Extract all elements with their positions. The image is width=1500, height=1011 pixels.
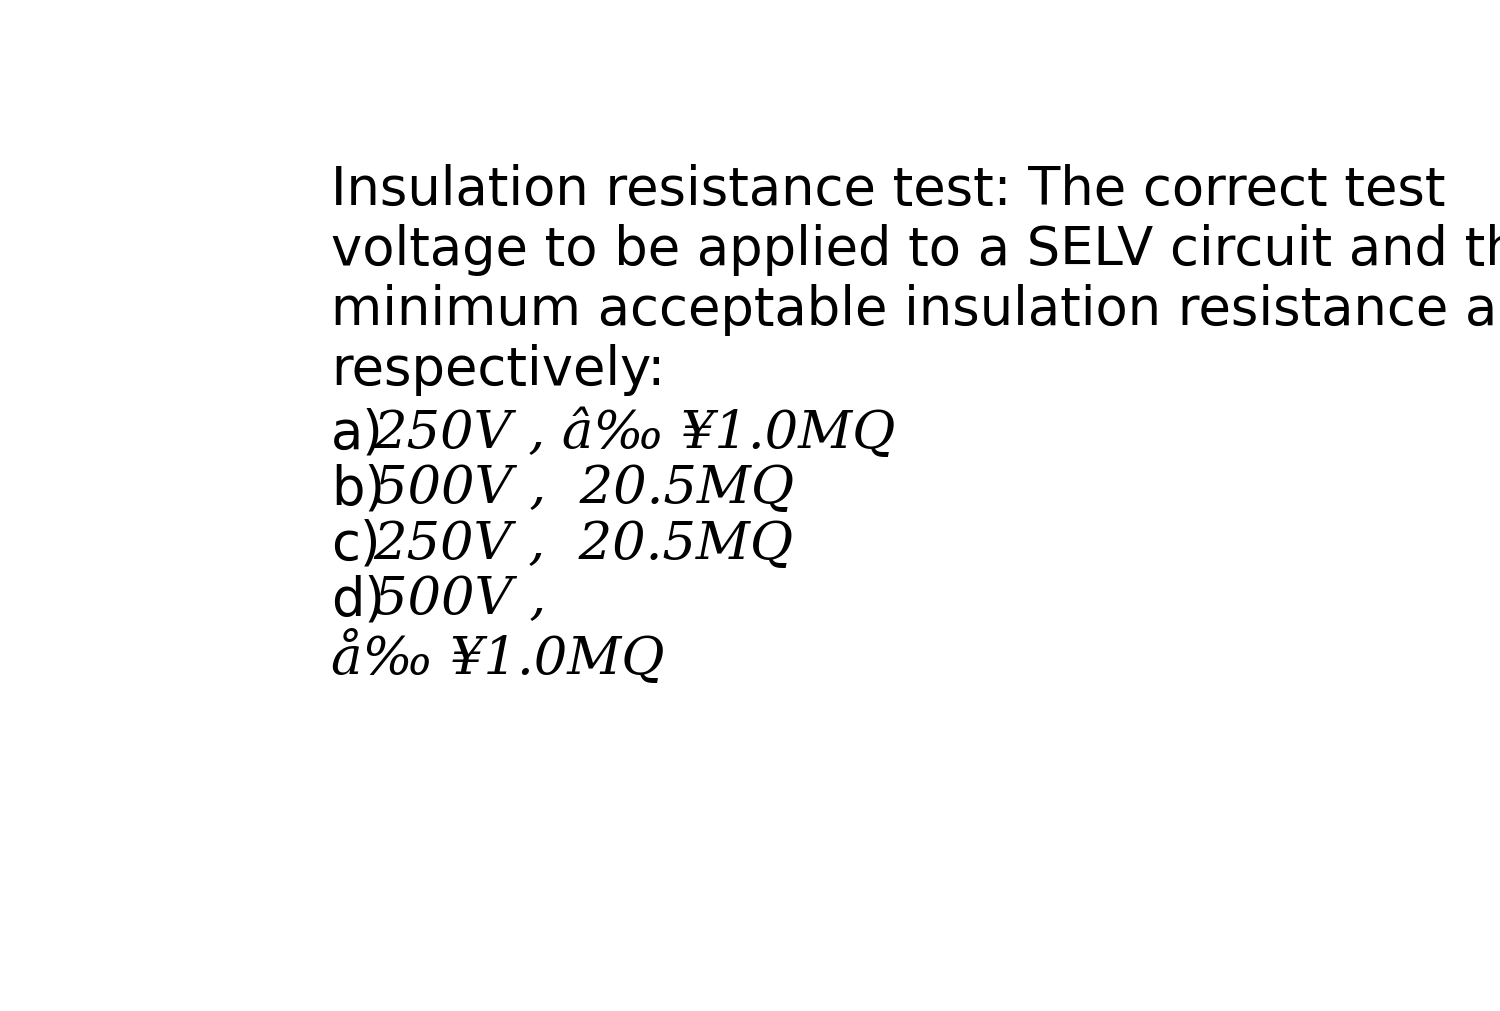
Text: c): c) — [332, 519, 381, 570]
Text: 250V , â‰ ¥1.0MQ: 250V , â‰ ¥1.0MQ — [374, 407, 896, 458]
Text: 500V ,: 500V , — [374, 573, 546, 625]
Text: b): b) — [332, 463, 386, 515]
Text: d): d) — [332, 573, 384, 626]
Text: 250V ,  20.5MQ: 250V , 20.5MQ — [374, 519, 794, 569]
Text: 500V ,  20.5MQ: 500V , 20.5MQ — [374, 463, 794, 514]
Text: Insulation resistance test: The correct test: Insulation resistance test: The correct … — [332, 164, 1446, 215]
Text: minimum acceptable insulation resistance are: minimum acceptable insulation resistance… — [332, 284, 1500, 336]
Text: a): a) — [332, 407, 384, 459]
Text: respectively:: respectively: — [332, 344, 664, 395]
Text: voltage to be applied to a SELV circuit and the: voltage to be applied to a SELV circuit … — [332, 223, 1500, 276]
Text: å‰ ¥1.0MQ: å‰ ¥1.0MQ — [332, 629, 664, 684]
